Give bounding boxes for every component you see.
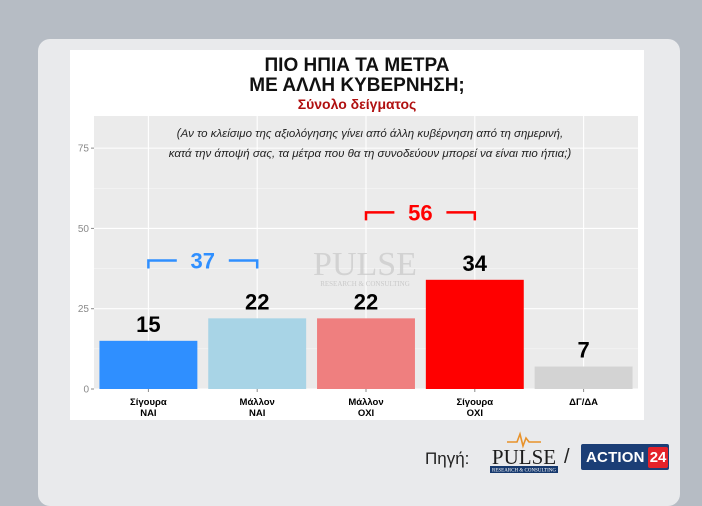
bracket-right [228, 259, 259, 269]
bar [425, 279, 524, 389]
bar-value-label: 34 [463, 251, 488, 276]
x-category-label: Μάλλον [348, 397, 383, 408]
bar-value-label: 7 [577, 338, 589, 363]
x-category-label: Σίγουρα [456, 397, 493, 408]
bracket-right [446, 211, 477, 221]
x-category-label: ΟΧΙ [467, 408, 483, 419]
source-label: Πηγή: [425, 449, 470, 468]
bar [534, 366, 633, 389]
watermark-subtext: RESEARCH & CONSULTING [320, 280, 410, 288]
chart-subtitle: Σύνολο δείγματος [297, 96, 417, 112]
y-tick-label: 50 [78, 224, 90, 235]
source-separator: / [564, 446, 570, 468]
action24-logo: ACTION 24 [581, 444, 669, 470]
x-category-label: Σίγουρα [130, 397, 167, 408]
x-category-label: ΟΧΙ [358, 408, 374, 419]
bracket-left [147, 259, 177, 269]
bracket-total-label: 37 [191, 249, 215, 274]
x-category-label: Μάλλον [240, 397, 275, 408]
y-tick-label: 75 [78, 144, 90, 155]
action24-word: ACTION [586, 448, 645, 466]
bar-value-label: 15 [136, 312, 160, 337]
bar [99, 340, 198, 389]
y-tick-label: 25 [78, 304, 90, 315]
question-line1: (Αν το κλείσιμο της αξιολόγησης γίνει απ… [177, 128, 563, 140]
bar [317, 318, 415, 389]
pulse-subbar [490, 466, 558, 473]
watermark-text: PULSE [313, 246, 417, 283]
question-line2: κατά την άποψή σας, τα μέτρα που θα τη σ… [169, 148, 572, 160]
action24-number: 24 [647, 446, 669, 468]
y-tick-label: 0 [83, 385, 89, 396]
x-category-label: ΔΓ/ΔΑ [569, 397, 598, 408]
pulse-logo-subtext: RESEARCH & CONSULTING [492, 469, 556, 474]
chart-title-line1: ΠΙΟ ΗΠΙΑ ΤΑ ΜΕΤΡΑ [264, 55, 450, 76]
bar-value-label: 22 [245, 289, 269, 314]
pulse-logo: PULSE RESEARCH & CONSULTING [490, 431, 558, 474]
bar-value-label: 22 [354, 289, 378, 314]
x-category-label: ΝΑΙ [249, 408, 265, 419]
bar [208, 318, 307, 389]
bracket-total-label: 56 [408, 200, 432, 225]
pulse-logo-text: PULSE [492, 445, 556, 469]
bracket-left [364, 211, 395, 221]
x-category-label: ΝΑΙ [140, 408, 156, 419]
pulse-wave-icon [507, 431, 541, 449]
chart-title-line2: ΜΕ ΑΛΛΗ ΚΥΒΕΡΝΗΣΗ; [249, 75, 465, 96]
